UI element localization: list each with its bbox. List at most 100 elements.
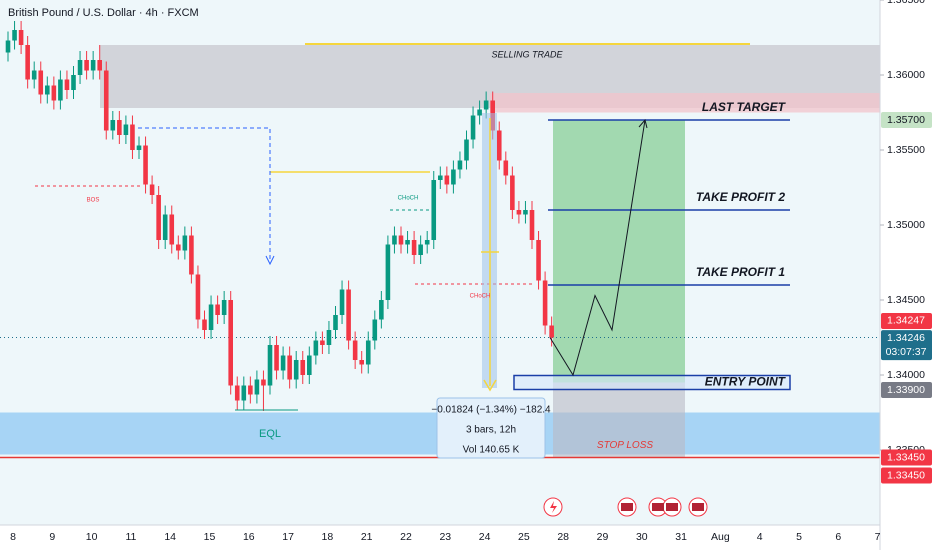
- candle-body: [529, 210, 535, 240]
- price-label-bg: [881, 382, 932, 398]
- choch-label: CHoCH: [470, 294, 491, 300]
- y-tick-label: 1.36000: [887, 69, 925, 81]
- measure-text: −0.01824 (−1.34%) −182.4: [431, 405, 551, 416]
- candle-body: [143, 145, 148, 185]
- candle-body: [320, 340, 325, 345]
- x-tick-label: 9: [49, 531, 55, 543]
- x-tick-label: 10: [86, 531, 98, 543]
- candle-body: [5, 40, 11, 53]
- candle-body: [12, 30, 17, 41]
- price-label: 1.34246: [887, 332, 925, 344]
- price-label: 1.35700: [887, 114, 925, 126]
- candle-body: [483, 100, 489, 110]
- level-label: ENTRY POINT: [705, 375, 787, 389]
- candle-body: [477, 109, 482, 116]
- candle-body: [300, 360, 306, 375]
- candle-body: [58, 79, 63, 101]
- candle-body: [234, 385, 240, 401]
- candle-body: [136, 145, 142, 150]
- candle-body: [71, 75, 76, 90]
- y-tick-label: 1.35500: [887, 144, 925, 156]
- price-label-bg: [881, 449, 932, 466]
- candle-body: [221, 300, 227, 315]
- flag: [666, 503, 678, 511]
- x-tick-label: 5: [796, 531, 802, 543]
- x-tick-label: 21: [361, 531, 373, 543]
- x-tick-label: 6: [835, 531, 841, 543]
- candle-body: [64, 79, 70, 90]
- price-label: 1.34247: [887, 315, 925, 327]
- candle-body: [248, 385, 253, 395]
- candle-body: [274, 345, 279, 371]
- x-tick-label: 15: [204, 531, 216, 543]
- zone: [490, 93, 880, 113]
- candle-body: [293, 360, 299, 380]
- candle-body: [97, 60, 102, 71]
- candle-body: [510, 175, 515, 210]
- dashed-path: [138, 127, 271, 262]
- x-axis-bg: [0, 525, 880, 550]
- candle-body: [326, 330, 332, 345]
- x-tick-label: 24: [479, 531, 491, 543]
- countdown: 03:07:37: [886, 346, 927, 358]
- stop-loss-label: STOP LOSS: [597, 440, 653, 451]
- arrow-head: [265, 255, 275, 266]
- x-tick-label: 17: [282, 531, 294, 543]
- candle-body: [431, 180, 437, 240]
- candle-body: [424, 240, 430, 245]
- candle-body: [287, 355, 292, 380]
- y-tick-label: 1.34500: [887, 294, 925, 306]
- candle-body: [339, 289, 345, 315]
- candle-body: [359, 360, 364, 365]
- x-tick-label: 8: [10, 531, 16, 543]
- chart-title: British Pound / U.S. Dollar · 4h · FXCM: [8, 7, 199, 19]
- reward-box: [553, 120, 685, 383]
- candle-body: [84, 60, 89, 71]
- x-tick-label: 4: [757, 531, 763, 543]
- candle-body: [189, 235, 194, 275]
- y-tick-label: 1.36500: [887, 0, 925, 6]
- candle-body: [411, 240, 417, 255]
- candle-body: [202, 319, 207, 330]
- flag: [621, 503, 633, 511]
- choch-label: CHoCH: [398, 196, 419, 202]
- candle-body: [444, 175, 450, 185]
- x-tick-label: 29: [597, 531, 609, 543]
- x-tick-label: 7: [875, 531, 881, 543]
- candle-body: [77, 60, 83, 75]
- candle-body: [523, 210, 528, 215]
- candle-body: [254, 379, 260, 395]
- candle-body: [496, 130, 502, 161]
- level-label: TAKE PROFIT 2: [696, 190, 785, 204]
- level-label: LAST TARGET: [702, 100, 787, 114]
- candle-body: [307, 355, 312, 375]
- candle-body: [313, 340, 319, 356]
- candle-body: [123, 124, 129, 135]
- price-label-bg: [881, 112, 932, 128]
- candle-body: [418, 244, 423, 255]
- entry-box: [513, 374, 791, 391]
- x-tick-label: 25: [518, 531, 530, 543]
- candle-body: [405, 240, 410, 245]
- price-label: 1.33450: [887, 451, 925, 463]
- candle-body: [385, 244, 391, 300]
- candle-body: [352, 340, 358, 360]
- measure-box: [436, 397, 546, 459]
- arrow-head: [483, 379, 497, 392]
- candle-body: [228, 300, 233, 386]
- candle-body: [169, 214, 175, 245]
- candle-body: [542, 280, 548, 326]
- price-label-bg: [881, 330, 932, 361]
- candle-body: [38, 70, 44, 95]
- zone-label: SELLING TRADE: [491, 49, 563, 59]
- candle-body: [215, 304, 220, 315]
- candle-body: [333, 315, 338, 330]
- y-tick-label: 1.35000: [887, 219, 925, 231]
- measure-text: 3 bars, 12h: [466, 425, 516, 436]
- candle-body: [379, 300, 384, 320]
- price-label-bg: [881, 467, 932, 484]
- flag: [692, 503, 704, 511]
- candle-body: [470, 115, 476, 140]
- flag: [652, 503, 664, 511]
